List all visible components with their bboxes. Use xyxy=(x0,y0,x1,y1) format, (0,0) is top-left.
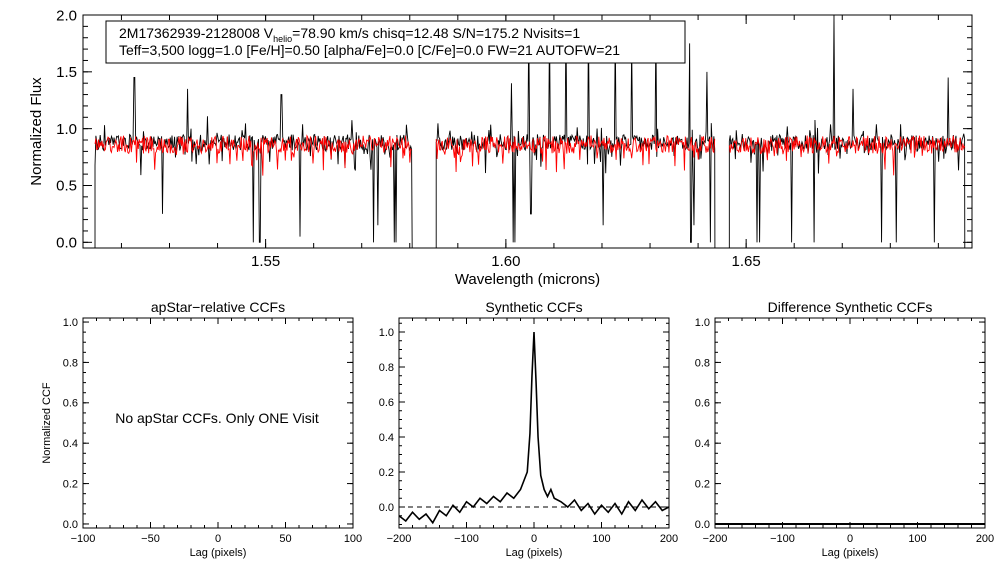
panel-spectrum: 1.55 1.60 1.65 0.0 0.5 1.0 1.5 2.0 Wavelength (m… xyxy=(28,7,973,288)
series-synthetic-ccf xyxy=(398,331,670,525)
x-axis-label: Lag (pixels) xyxy=(506,547,563,559)
annotation-vhelio-subscript: helio xyxy=(273,34,292,44)
y-tick-label: 1.0 xyxy=(63,317,78,329)
y-tick-label: 2.0 xyxy=(56,7,77,24)
panel-ccf_synthetic: −200 −100 0 100 200 0.0 0.2 0.4 0.6 0.8 1.0 Lag (pi… xyxy=(379,299,678,559)
x-tick-label: −50 xyxy=(141,533,160,545)
x-tick-label: −100 xyxy=(71,533,96,545)
panel-title: Synthetic CCFs xyxy=(485,299,582,315)
x-axis-label: Lag (pixels) xyxy=(190,547,247,559)
y-tick-label: 0.2 xyxy=(379,467,394,479)
x-tick-label: 50 xyxy=(279,533,291,545)
x-tick-label: 0 xyxy=(531,533,537,545)
no-ccf-message: No apStar CCFs. Only ONE Visit xyxy=(115,410,319,426)
annotation-snr: S/N=175.2 xyxy=(453,25,520,41)
x-tick-label: 1.65 xyxy=(732,253,761,270)
y-tick-label: 0.6 xyxy=(63,398,78,410)
annotation-vhelio-label: V xyxy=(264,25,274,41)
y-tick-label: 1.0 xyxy=(695,317,710,329)
y-tick-label: 0.0 xyxy=(56,235,77,252)
x-tick-label: 200 xyxy=(976,533,994,545)
annotation-vhelio-value: =78.90 km/s xyxy=(292,25,369,41)
y-tick-label: 0.6 xyxy=(379,397,394,409)
panel-ccf_apstar: −100 −50 0 50 100 0.0 0.2 0.4 0.6 0.8 1.0 Lag (pixe… xyxy=(41,299,362,559)
x-tick-label: −200 xyxy=(387,533,412,545)
y-tick-label: 1.5 xyxy=(56,64,77,81)
y-tick-label: 0.4 xyxy=(379,432,394,444)
annotation-box xyxy=(105,20,686,64)
x-tick-label: 100 xyxy=(592,533,610,545)
y-tick-label: 0.0 xyxy=(695,519,710,531)
x-tick-label: 0 xyxy=(215,533,221,545)
y-tick-label: 0.6 xyxy=(695,398,710,410)
x-axis-label: Wavelength (microns) xyxy=(455,271,600,288)
y-axis-label: Normalized Flux xyxy=(28,77,45,186)
annotation-star-id: 2M17362939-2128008 xyxy=(119,25,260,41)
x-tick-label: −100 xyxy=(454,533,479,545)
series-synthetic-model xyxy=(94,134,966,176)
y-tick-label: 0.4 xyxy=(63,438,78,450)
y-tick-label: 0.8 xyxy=(695,357,710,369)
plot-frame xyxy=(82,14,973,249)
annotation-line-1: 2M17362939-2128008 Vhelio=78.90 km/s chi… xyxy=(119,25,580,44)
y-tick-label: 1.0 xyxy=(379,327,394,339)
annotation-chisq: chisq=12.48 xyxy=(373,25,449,41)
y-tick-label: 0.0 xyxy=(379,502,394,514)
x-tick-label: 100 xyxy=(344,533,362,545)
panel-title: Difference Synthetic CCFs xyxy=(768,299,933,315)
annotation-nvisits: Nvisits=1 xyxy=(523,25,580,41)
x-tick-label: 1.55 xyxy=(251,253,280,270)
x-tick-label: 0 xyxy=(847,533,853,545)
x-axis-label: Lag (pixels) xyxy=(822,547,879,559)
y-axis-label: Normalized CCF xyxy=(41,382,53,464)
y-tick-label: 0.0 xyxy=(63,519,78,531)
x-tick-label: −200 xyxy=(703,533,728,545)
y-tick-label: 0.2 xyxy=(695,478,710,490)
plot-frame xyxy=(714,317,986,529)
y-tick-label: 0.8 xyxy=(379,362,394,374)
x-tick-label: 100 xyxy=(908,533,926,545)
spectrum-annotation: 2M17362939-2128008 Vhelio=78.90 km/s chi… xyxy=(105,20,686,64)
x-tick-label: −100 xyxy=(770,533,795,545)
y-tick-label: 0.2 xyxy=(63,478,78,490)
y-tick-label: 0.8 xyxy=(63,357,78,369)
x-tick-label: 1.60 xyxy=(491,253,520,270)
panel-ccf_difference: −200 −100 0 100 200 0.0 0.2 0.4 0.6 0.8 1.0 Lag (pi… xyxy=(695,299,994,559)
y-tick-label: 1.0 xyxy=(56,121,77,138)
y-tick-label: 0.4 xyxy=(695,438,710,450)
annotation-line-2: Teff=3,500 logg=1.0 [Fe/H]=0.50 [alpha/F… xyxy=(119,42,620,58)
x-tick-label: 200 xyxy=(660,533,678,545)
panel-title: apStar−relative CCFs xyxy=(151,299,285,315)
y-tick-label: 0.5 xyxy=(56,178,77,195)
